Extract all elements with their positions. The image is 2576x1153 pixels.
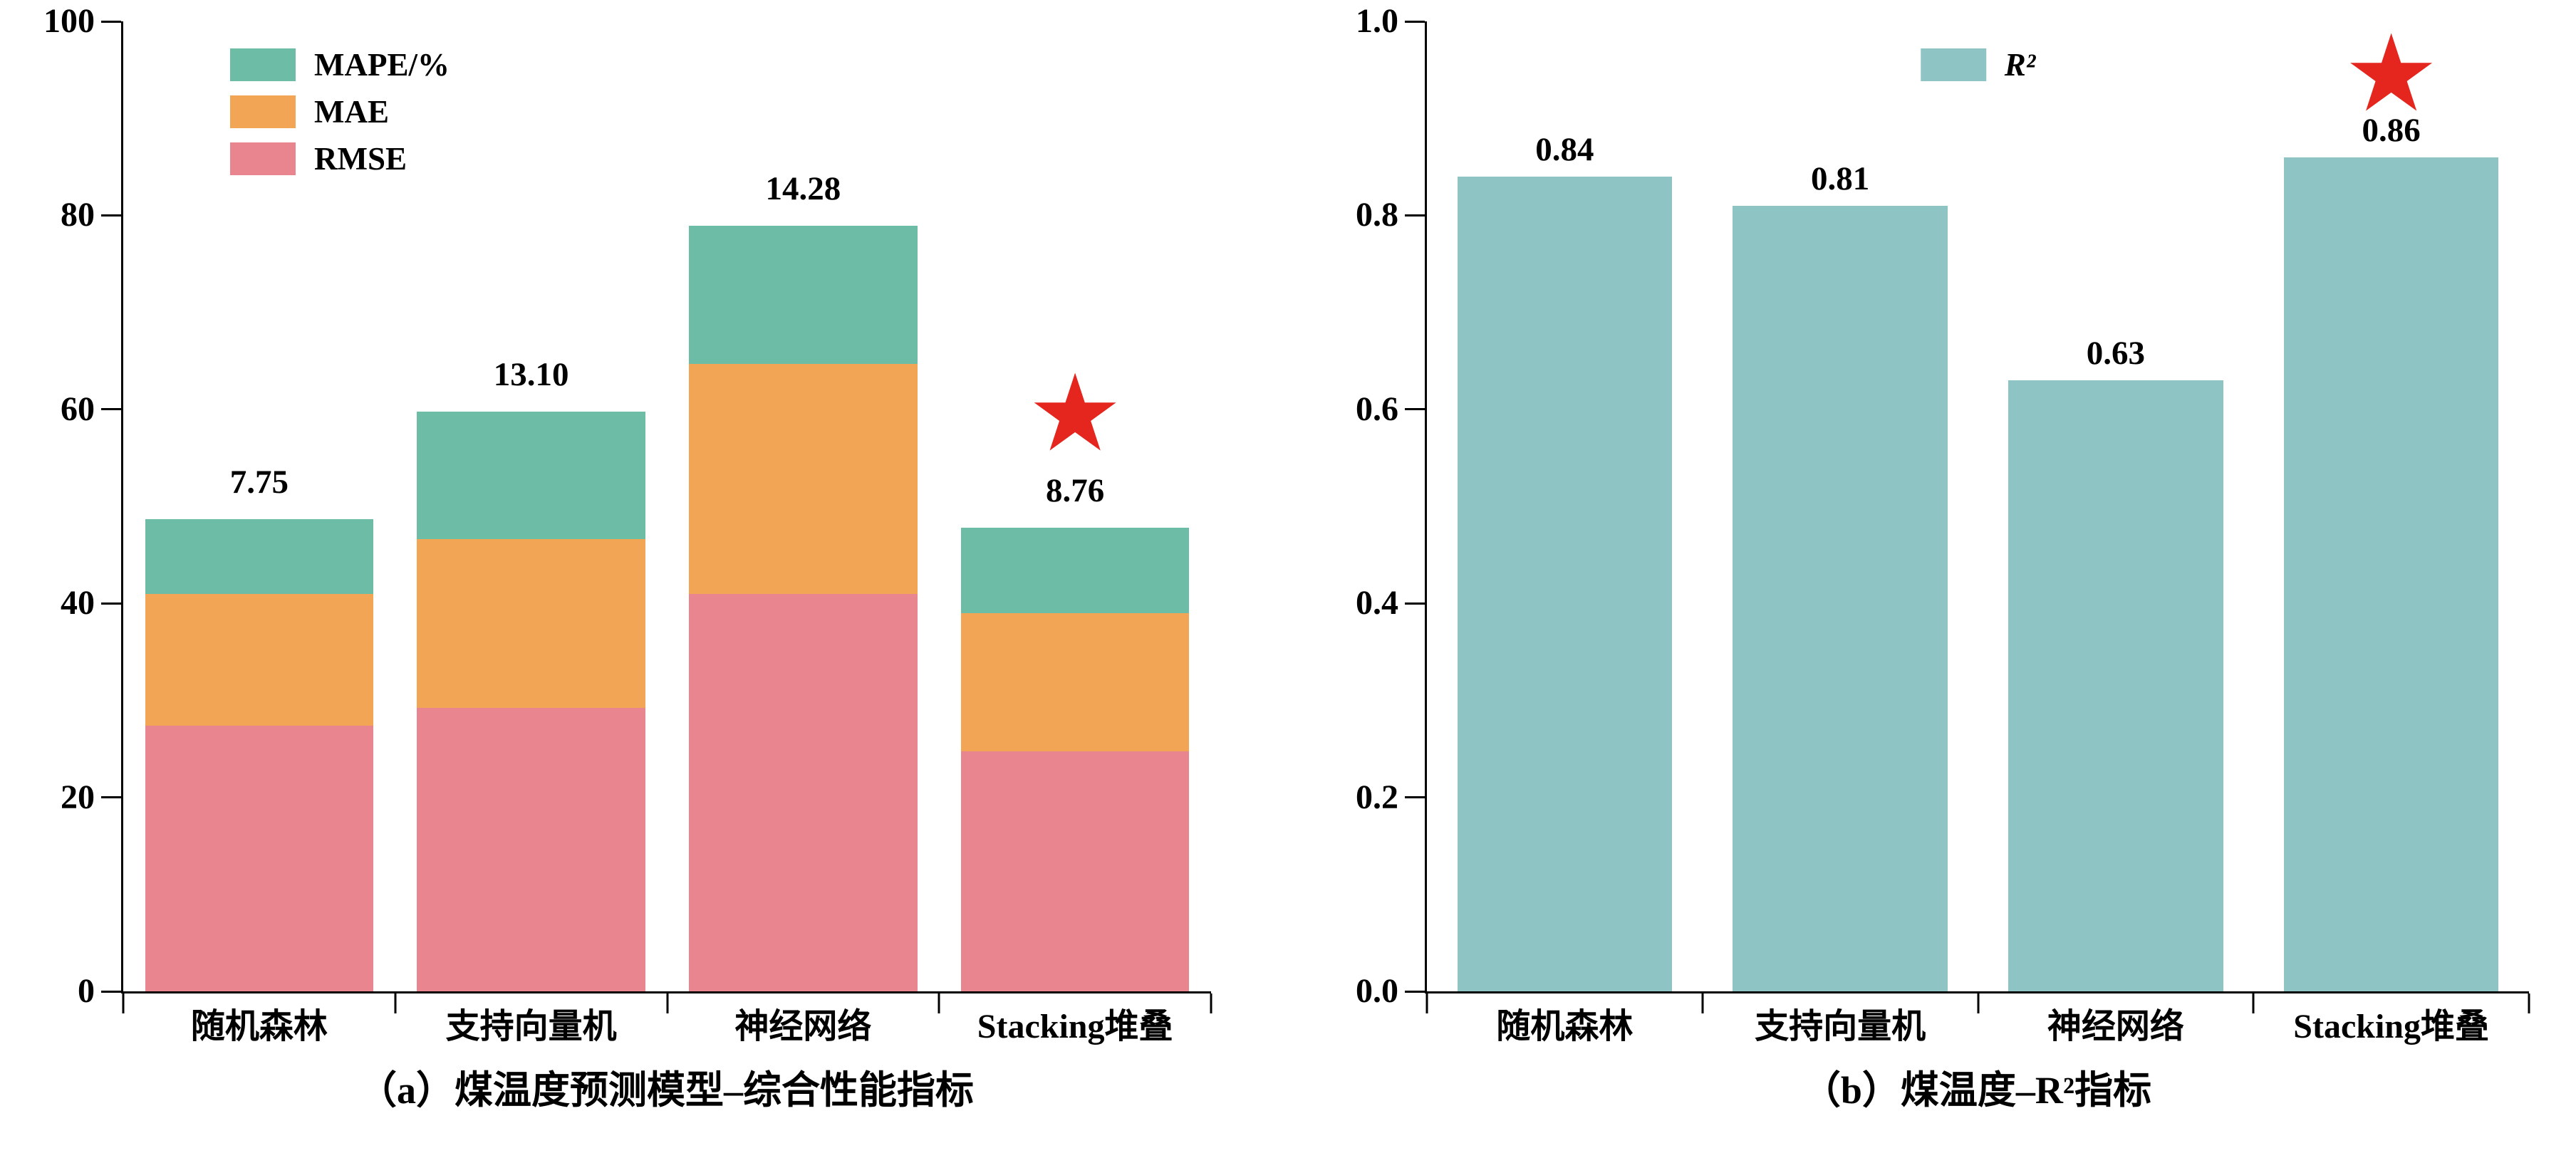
legend-swatch-mape (230, 48, 296, 81)
y-tick (101, 214, 121, 216)
legend-item-mape: MAPE/% (230, 48, 450, 81)
y-tick-label: 0.4 (1356, 584, 1398, 622)
y-tick (101, 990, 121, 993)
value-label: 7.75 (229, 463, 289, 501)
x-tick (1977, 993, 1979, 1013)
y-tick (1405, 796, 1425, 799)
value-label: 0.81 (1811, 160, 1870, 197)
y-tick-label: 0.8 (1356, 196, 1398, 234)
bar-segment (145, 518, 374, 595)
value-label: 8.76 (1046, 472, 1105, 510)
bar-segment (689, 594, 918, 991)
x-tick-label: 神经网络 (2047, 1008, 2184, 1045)
caption-b: （b）煤温度–R²指标 (1802, 1069, 2152, 1112)
bar-segment (417, 538, 645, 709)
y-tick-label: 40 (61, 584, 95, 622)
legend-a: MAPE/% MAE RMSE (230, 48, 450, 175)
y-tick (101, 20, 121, 23)
y-tick-label: 0.2 (1356, 778, 1398, 816)
x-tick (394, 993, 397, 1013)
chart-panel-a: MAPE/% MAE RMSE 02040608010027.3713.597.… (43, 4, 1212, 1112)
chart-panel-b: R² 0.0 0.2 0.4 0.6 0.8 1.0 0.84 随机森林 0.81 支持向量机 0.… (1288, 0, 2576, 1153)
y-tick-label: 80 (61, 196, 95, 234)
bar-segment (960, 751, 1190, 991)
star-icon: ★ (2343, 15, 2439, 134)
y-tick (101, 408, 121, 411)
y-tick (1405, 602, 1425, 605)
value-label: 13.10 (493, 356, 569, 394)
legend-label-mape: MAPE/% (314, 46, 450, 83)
legend-label-rmse: RMSE (314, 140, 407, 177)
y-tick-label: 60 (61, 390, 95, 428)
legend-swatch-r2 (1920, 48, 1986, 81)
x-tick (1210, 993, 1212, 1013)
bar-segment (417, 708, 645, 991)
legend-swatch-rmse (230, 142, 296, 175)
x-tick (122, 993, 125, 1013)
bar-segment (960, 528, 1190, 613)
x-tick (1701, 993, 1704, 1013)
x-tick-label: 神经网络 (734, 1008, 872, 1045)
y-tick-label: 0.6 (1356, 390, 1398, 428)
x-tick (2528, 993, 2530, 1013)
y-tick-label: 0.0 (1356, 972, 1398, 1010)
bar-segment (1733, 205, 1948, 991)
y-tick-label: 1.0 (1356, 2, 1398, 40)
y-tick (1405, 214, 1425, 216)
bar-segment (2283, 157, 2499, 991)
y-tick (1405, 990, 1425, 993)
x-tick (1425, 993, 1428, 1013)
plot-area-b: R² 0.0 0.2 0.4 0.6 0.8 1.0 0.84 随机森林 0.81 支持向量机 0.… (1356, 4, 2530, 1045)
bar-segment (2008, 380, 2223, 991)
caption-a: （a）煤温度预测模型–综合性能指标 (358, 1069, 974, 1112)
bar-segment (145, 594, 374, 726)
y-tick (101, 602, 121, 605)
x-tick-label: 随机森林 (1496, 1008, 1634, 1045)
x-tick-label: 随机森林 (190, 1008, 328, 1045)
y-tick-label: 100 (43, 2, 95, 40)
x-tick (666, 993, 668, 1013)
bar-segment (145, 726, 374, 991)
legend-swatch-mae (230, 95, 296, 128)
value-label: 14.28 (765, 169, 841, 207)
y-tick (1405, 20, 1425, 23)
legend-label-r2: R² (2004, 46, 2036, 83)
x-tick-label: Stacking堆叠 (977, 1008, 1173, 1045)
y-tick (1405, 408, 1425, 411)
bar-segment (689, 364, 918, 595)
legend-item-mae: MAE (230, 95, 450, 128)
x-tick (2252, 993, 2255, 1013)
bar-segment (417, 412, 645, 539)
y-tick-label: 20 (61, 778, 95, 816)
legend-item-r2: R² (1920, 46, 2036, 83)
x-tick (938, 993, 940, 1013)
legend-item-rmse: RMSE (230, 142, 450, 175)
bar-segment (960, 612, 1190, 752)
bar-segment (689, 225, 918, 365)
x-tick-label: Stacking堆叠 (2293, 1008, 2489, 1045)
legend-b: R² (1920, 46, 2036, 83)
x-tick-label: 支持向量机 (1755, 1008, 1926, 1045)
y-tick (101, 796, 121, 799)
y-tick-label: 0 (78, 972, 95, 1010)
star-icon: ★ (1027, 355, 1123, 474)
value-label: 0.84 (1535, 130, 1594, 168)
x-tick-label: 支持向量机 (445, 1008, 617, 1045)
value-label: 0.86 (2362, 111, 2421, 149)
plot-area-a: MAPE/% MAE RMSE 02040608010027.3713.597.… (43, 4, 1212, 1045)
bar-segment (1457, 176, 1673, 991)
legend-label-mae: MAE (314, 93, 389, 130)
value-label: 0.63 (2086, 334, 2145, 372)
